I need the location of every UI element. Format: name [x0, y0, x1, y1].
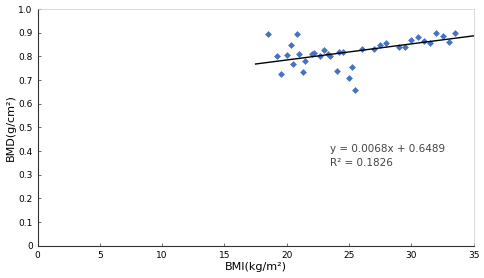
Point: [319, 48, 327, 53]
Point: [307, 52, 315, 56]
Point: [444, 40, 452, 44]
Point: [316, 54, 324, 59]
Point: [323, 52, 331, 56]
Point: [264, 32, 272, 36]
Point: [419, 39, 427, 43]
Point: [351, 87, 359, 92]
Point: [369, 47, 377, 51]
Point: [286, 42, 294, 47]
Point: [326, 54, 333, 59]
Point: [272, 54, 280, 59]
Point: [334, 49, 342, 54]
Point: [450, 31, 458, 35]
Point: [292, 32, 300, 36]
Point: [301, 59, 309, 63]
Point: [288, 61, 296, 66]
Point: [295, 52, 302, 56]
Point: [332, 68, 340, 73]
Point: [282, 53, 290, 58]
Point: [382, 41, 390, 46]
Point: [413, 35, 421, 40]
Point: [407, 38, 414, 42]
Point: [432, 31, 439, 35]
Text: y = 0.0068x + 0.6489
R² = 0.1826: y = 0.0068x + 0.6489 R² = 0.1826: [330, 144, 445, 168]
Point: [310, 51, 318, 55]
Point: [345, 76, 352, 80]
Point: [338, 49, 346, 54]
Point: [400, 45, 408, 49]
Point: [347, 65, 355, 69]
Point: [299, 70, 306, 74]
Point: [376, 42, 383, 47]
Point: [357, 47, 364, 51]
Point: [425, 41, 433, 46]
Point: [438, 34, 445, 39]
Y-axis label: BMD(g/cm²): BMD(g/cm²): [5, 94, 15, 161]
Point: [394, 45, 402, 49]
X-axis label: BMI(kg/m²): BMI(kg/m²): [224, 262, 286, 272]
Point: [276, 72, 284, 76]
